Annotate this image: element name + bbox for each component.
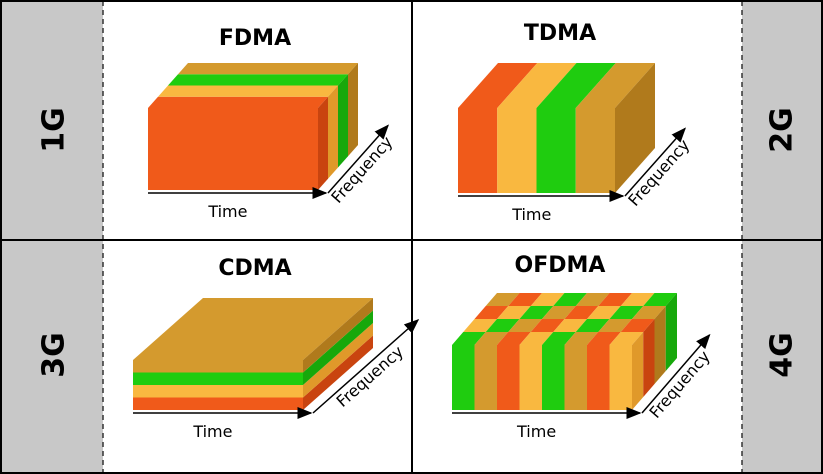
box-face	[133, 360, 303, 373]
box-face	[148, 108, 318, 190]
right-band	[742, 1, 822, 473]
box-face	[655, 306, 666, 384]
x-axis-label: Time	[516, 422, 556, 441]
diagram: FDMA1GTimeFrequencyTDMA2GTimeFrequencyCD…	[0, 0, 823, 474]
generation-label: 3G	[37, 332, 72, 378]
box-face	[576, 108, 615, 193]
box-face	[133, 373, 303, 386]
generation-label: 1G	[37, 107, 72, 153]
box-face	[133, 398, 303, 411]
box-face	[148, 97, 328, 108]
box-face	[168, 74, 348, 85]
x-axis-label: Time	[192, 422, 232, 441]
box-face	[475, 345, 498, 410]
generation-label: 4G	[765, 332, 800, 378]
box-face	[158, 86, 338, 97]
box-face	[497, 345, 520, 410]
box-face	[452, 345, 475, 410]
box-face	[338, 74, 348, 167]
panel-title: CDMA	[218, 256, 291, 281]
box-face	[632, 332, 643, 410]
box-face	[542, 345, 565, 410]
panel-title: OFDMA	[515, 253, 606, 278]
box-face	[178, 63, 358, 74]
generation-label: 2G	[765, 107, 800, 153]
box-face	[458, 108, 497, 193]
box-face	[643, 319, 654, 397]
x-axis-label: Time	[511, 205, 551, 224]
box-face	[537, 108, 576, 193]
box-face	[497, 108, 536, 193]
box-face	[587, 345, 610, 410]
box-face	[520, 345, 543, 410]
box-face	[666, 293, 677, 371]
left-band	[1, 1, 103, 473]
panel-title: TDMA	[524, 21, 596, 46]
panel-title: FDMA	[219, 26, 291, 51]
box-face	[328, 86, 338, 179]
x-axis-label: Time	[207, 202, 247, 221]
box-face	[565, 345, 588, 410]
box-face	[318, 97, 328, 190]
box-face	[610, 345, 633, 410]
box-face	[348, 63, 358, 156]
box-face	[133, 385, 303, 398]
